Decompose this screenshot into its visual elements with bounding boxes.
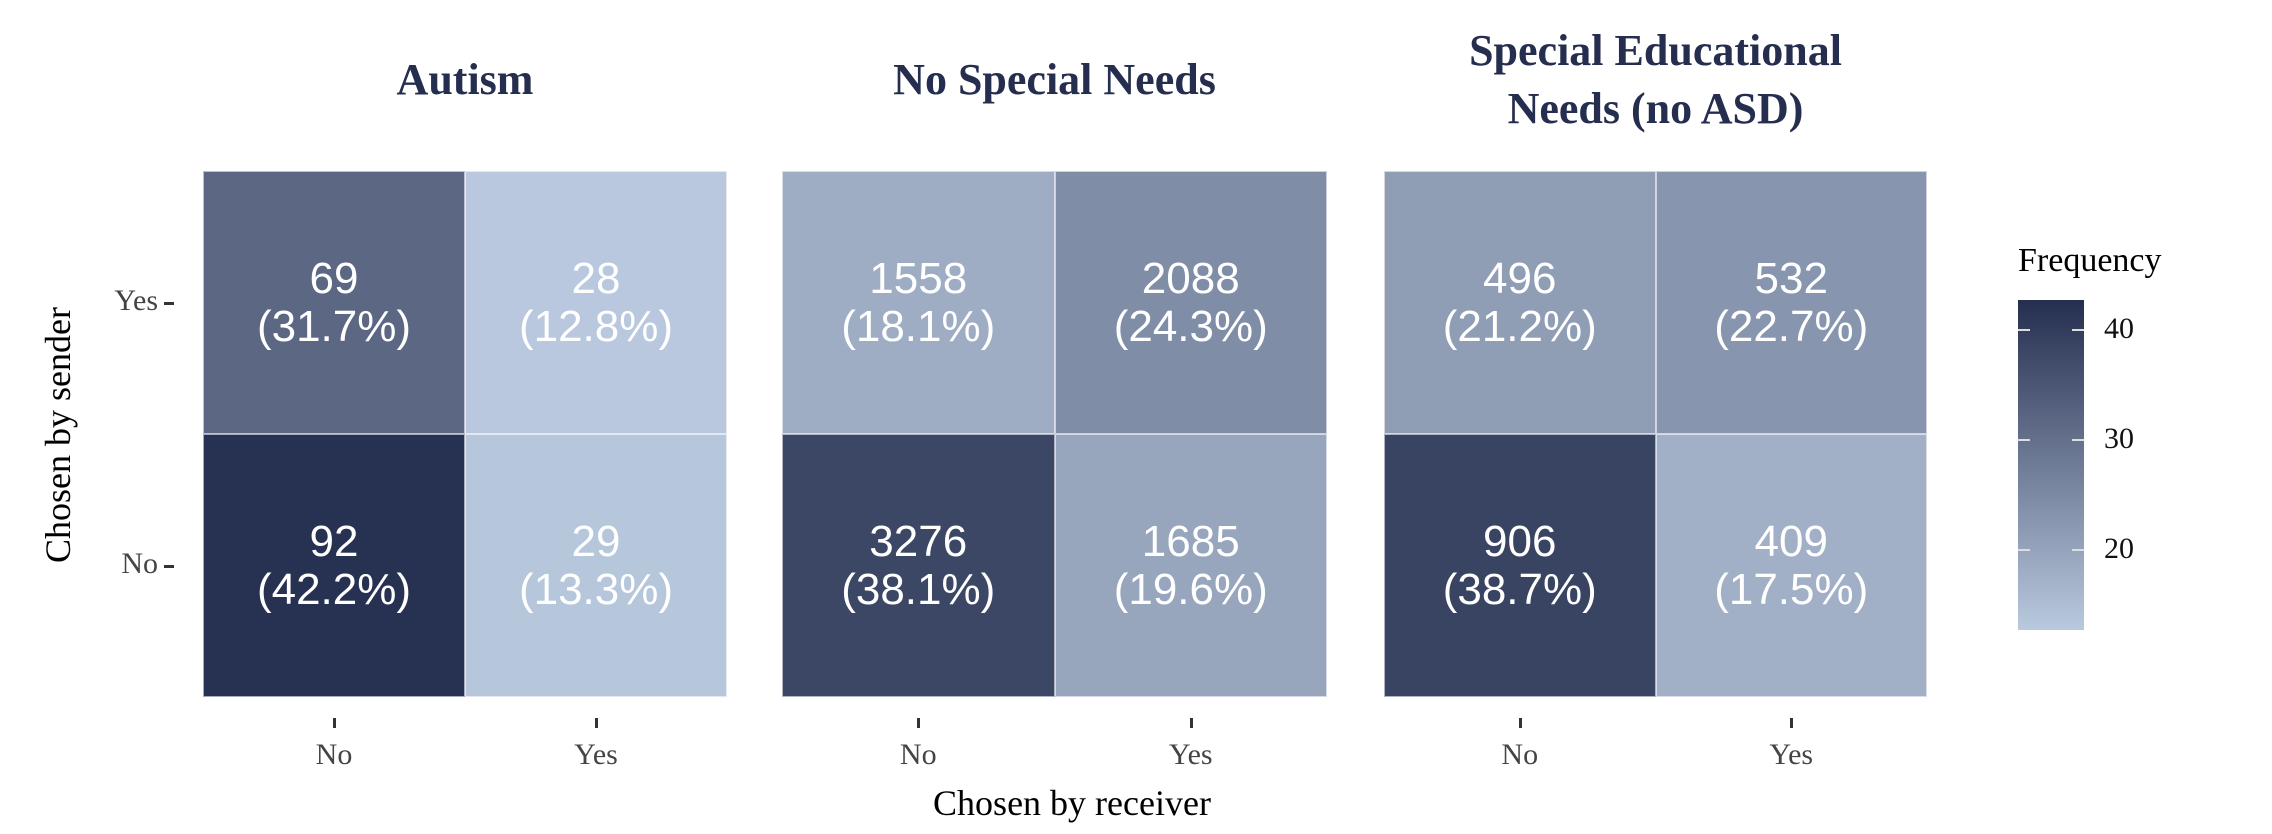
cell-count: 532 xyxy=(1754,253,1828,303)
x-tick-mark xyxy=(595,718,598,728)
cell-count: 92 xyxy=(309,516,359,566)
cell-count: 409 xyxy=(1754,516,1828,566)
cell-percent: (18.1%) xyxy=(841,301,996,351)
x-tick-label: Yes xyxy=(574,738,618,771)
heatmap-cell: 1685 (19.6%) xyxy=(1054,434,1327,697)
legend-tick-right xyxy=(2072,548,2084,551)
y-tick-mark xyxy=(164,301,174,305)
legend-tick-left xyxy=(2018,328,2030,331)
x-tick-mark xyxy=(1518,718,1522,728)
x-tick-label: No xyxy=(1501,738,1539,771)
cell-percent: (22.7%) xyxy=(1714,301,1869,351)
panel-title: No Special Needs xyxy=(893,55,1216,104)
cell-percent: (21.2%) xyxy=(1442,301,1597,351)
legend-tick-label: 30 xyxy=(2104,421,2134,455)
panel-title: Special Educational Needs (no ASD) xyxy=(1469,26,1842,133)
cell-count: 1685 xyxy=(1141,516,1240,566)
cell-percent: (17.5%) xyxy=(1714,564,1869,614)
cell-count: 496 xyxy=(1483,253,1557,303)
heatmap-cell: 28 (12.8%) xyxy=(465,171,727,434)
cell-count: 3276 xyxy=(869,516,968,566)
cell-count: 1558 xyxy=(869,253,968,303)
heatmap-cell: 2088 (24.3%) xyxy=(1054,171,1327,434)
x-tick-mark xyxy=(333,718,336,728)
x-tick-mark xyxy=(1189,718,1193,728)
heatmap-cell: 409 (17.5%) xyxy=(1655,434,1927,697)
cell-count: 2088 xyxy=(1141,253,1240,303)
y-axis-label: Chosen by sender xyxy=(38,307,78,563)
legend-tick-label: 20 xyxy=(2104,531,2134,565)
cell-count: 28 xyxy=(571,253,621,303)
heatmap-cell: 496 (21.2%) xyxy=(1384,171,1656,434)
x-tick-label: Yes xyxy=(1769,738,1814,771)
cell-percent: (31.7%) xyxy=(256,301,412,351)
heatmap-cell: 69 (31.7%) xyxy=(203,171,465,434)
x-tick-mark xyxy=(1790,718,1794,728)
cell-percent: (38.7%) xyxy=(1442,564,1597,614)
legend-tick-right xyxy=(2072,328,2084,331)
y-tick-label: No xyxy=(121,546,158,580)
x-tick-label: No xyxy=(899,738,937,771)
legend-tick-left xyxy=(2018,548,2030,551)
y-tick-label: Yes xyxy=(114,283,158,317)
cell-percent: (42.2%) xyxy=(256,564,412,614)
legend-tick-label: 40 xyxy=(2104,311,2134,345)
x-tick-label: Yes xyxy=(1168,738,1213,771)
heatmap-cell: 532 (22.7%) xyxy=(1655,171,1927,434)
x-axis-label: Chosen by receiver xyxy=(933,783,1211,823)
heatmap-cell: 92 (42.2%) xyxy=(203,434,465,697)
heatmap-cell: 906 (38.7%) xyxy=(1384,434,1656,697)
cell-percent: (38.1%) xyxy=(841,564,996,614)
x-tick-mark xyxy=(917,718,921,728)
cell-percent: (12.8%) xyxy=(518,301,674,351)
legend-tick-left xyxy=(2018,438,2030,441)
cell-count: 29 xyxy=(571,516,621,566)
heatmap-cell: 29 (13.3%) xyxy=(465,434,727,697)
legend-title: Frequency xyxy=(2018,242,2162,279)
y-tick-mark xyxy=(164,564,174,568)
heatmap-cell: 3276 (38.1%) xyxy=(782,434,1055,697)
x-tick-label: No xyxy=(315,738,353,771)
cell-percent: (13.3%) xyxy=(518,564,674,614)
legend-tick-right xyxy=(2072,438,2084,441)
panel-title: Autism xyxy=(396,55,534,104)
cell-percent: (24.3%) xyxy=(1113,301,1268,351)
cell-count: 69 xyxy=(309,253,359,303)
heatmap-cell: 1558 (18.1%) xyxy=(782,171,1055,434)
legend-colorbar xyxy=(2018,300,2084,630)
cell-percent: (19.6%) xyxy=(1113,564,1268,614)
cell-count: 906 xyxy=(1483,516,1557,566)
